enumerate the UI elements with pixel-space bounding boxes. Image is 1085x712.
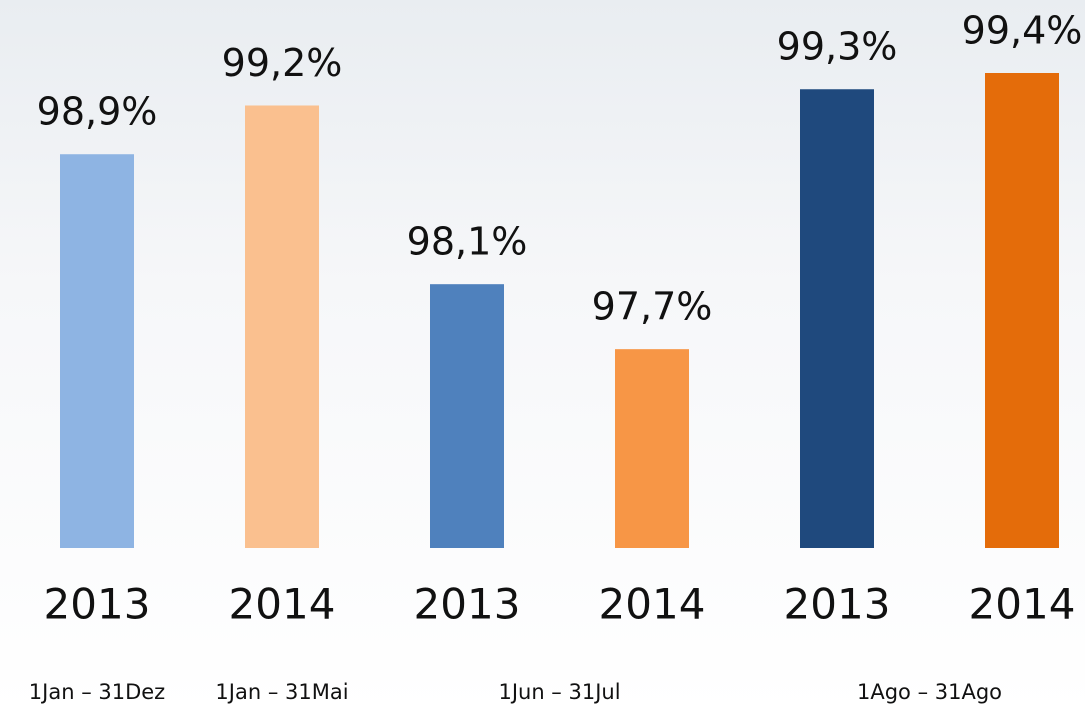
period-label: 1Jun – 31Jul: [498, 680, 620, 704]
value-label: 99,3%: [777, 25, 898, 69]
bar: [800, 89, 874, 548]
bar: [60, 154, 134, 548]
category-label: 2014: [229, 580, 336, 629]
period-label: 1Jan – 31Dez: [29, 680, 165, 704]
category-label: 2014: [969, 580, 1076, 629]
value-label: 99,4%: [962, 9, 1083, 53]
bar: [430, 284, 504, 548]
category-label: 2014: [599, 580, 706, 629]
bar: [245, 105, 319, 548]
period-label: 1Ago – 31Ago: [857, 680, 1002, 704]
bar: [985, 73, 1059, 548]
category-label: 2013: [44, 580, 151, 629]
value-label: 98,9%: [37, 90, 158, 134]
category-label: 2013: [414, 580, 521, 629]
value-label: 98,1%: [407, 220, 528, 264]
category-label: 2013: [784, 580, 891, 629]
period-label: 1Jan – 31Mai: [215, 680, 348, 704]
bar: [615, 349, 689, 548]
value-label: 99,2%: [222, 41, 343, 85]
value-label: 97,7%: [592, 285, 713, 329]
